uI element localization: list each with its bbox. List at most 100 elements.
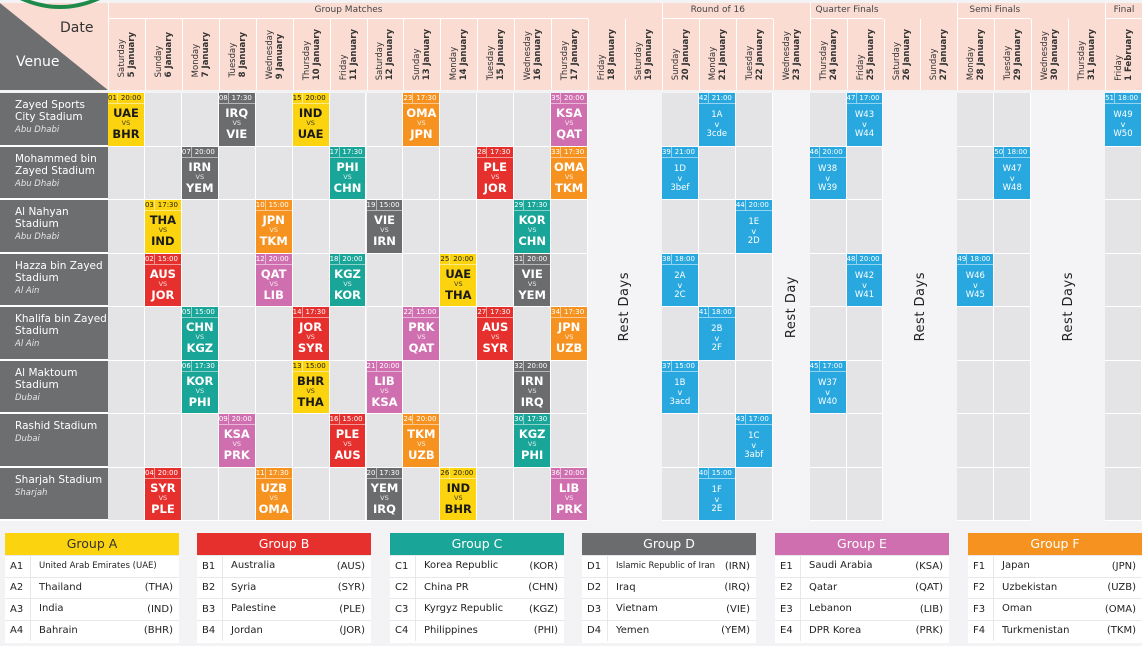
match-03[interactable]: 03 17:30 THA VS IND [144, 200, 182, 254]
team-name: Lebanon [809, 603, 852, 615]
match-number: 27 [477, 307, 488, 317]
match-51[interactable]: 51 18:00 W49 v W50 [1105, 93, 1142, 147]
day-label: Sunday 20 January [671, 29, 691, 80]
match-23[interactable]: 23 17:30 OMA VS JPN [403, 93, 441, 147]
match-11[interactable]: 11 17:30 UZB VS OMA [255, 467, 293, 521]
match-47[interactable]: 47 17:00 W43 v W44 [846, 93, 884, 147]
team-row: A3 India (IND) [5, 598, 179, 620]
match-09[interactable]: 09 20:00 KSA VS PRK [218, 414, 256, 468]
home-team: QAT [260, 266, 287, 281]
kickoff-time: 17:30 [157, 201, 178, 209]
match-meta: 49 18:00 [957, 253, 994, 265]
venue-city: Dubai [15, 434, 40, 444]
empty-slot [218, 307, 256, 361]
match-19[interactable]: 19 15:00 VIE VS IRN [366, 200, 404, 254]
match-number: 32 [514, 360, 525, 371]
match-meta: 40 15:00 [698, 467, 735, 479]
home-team: OMA [406, 106, 437, 120]
kickoff-time: 15:00 [268, 201, 289, 209]
match-04[interactable]: 04 20:00 SYR VS PLE [144, 467, 182, 521]
match-45[interactable]: 45 17:00 W37 v W40 [809, 360, 847, 414]
match-16[interactable]: 16 15:00 PLE VS AUS [329, 414, 367, 468]
away-team: KSA [371, 394, 398, 409]
match-24[interactable]: 24 20:00 TKM VS UZB [403, 414, 441, 468]
team-name: Saudi Arabia [809, 560, 873, 572]
weekday: Friday [1114, 54, 1125, 81]
date: 8 January [237, 31, 248, 78]
day-label: Saturday 5 January [117, 32, 137, 77]
match-15[interactable]: 15 20:00 IND VS UAE [292, 93, 330, 147]
empty-slot [329, 307, 367, 361]
weekday: Monday [190, 43, 201, 78]
match-22[interactable]: 22 15:00 PRK VS QAT [403, 307, 441, 361]
team-row: E3 Lebanon (LIB) [775, 598, 949, 620]
match-06[interactable]: 06 17:30 KOR VS PHI [181, 360, 219, 414]
match-44[interactable]: 44 20:00 1E v 2D [735, 200, 773, 254]
match-13[interactable]: 13 15:00 BHR VS THA [292, 360, 330, 414]
match-20[interactable]: 20 17:30 YEM VS IRQ [366, 467, 404, 521]
kickoff-time: 17:30 [342, 147, 363, 156]
group-title: Group C [390, 533, 564, 555]
match-48[interactable]: 48 20:00 W42 v W41 [846, 253, 884, 307]
match-01[interactable]: 01 20:00 UAE VS BHR [108, 93, 145, 147]
venue-1: Zayed Sports City Stadium Abu Dhabi [0, 93, 108, 147]
match-46[interactable]: 46 20:00 W38 v W39 [809, 146, 847, 200]
home-team: KSA [223, 427, 250, 441]
match-12[interactable]: 12 20:00 QAT VS LIB [255, 253, 293, 307]
day-label: Tuesday 22 January [745, 29, 765, 80]
kickoff-time: 17:30 [527, 415, 548, 423]
match-42[interactable]: 42 21:00 1A v 3cde [698, 93, 736, 147]
date: 23 January [791, 28, 802, 81]
match-28[interactable]: 28 17:30 PLE VS JOR [477, 146, 515, 200]
group-table-d: Group D D1 Islamic Republic of Iran (IRN) D2… [582, 533, 756, 643]
match-number: 19 [366, 200, 377, 210]
match-37[interactable]: 37 15:00 1B v 3acd [661, 360, 699, 414]
away-team: THA [297, 394, 324, 409]
match-49[interactable]: 49 18:00 W46 v W45 [957, 253, 995, 307]
match-34[interactable]: 34 17:30 JPN VS UZB [551, 307, 589, 361]
match-27[interactable]: 27 17:30 AUS VS SYR [477, 307, 515, 361]
match-33[interactable]: 33 17:30 OMA VS TKM [551, 146, 589, 200]
match-17[interactable]: 17 17:30 PHI VS CHN [329, 146, 367, 200]
match-36[interactable]: 36 20:00 LIB VS PRK [551, 467, 589, 521]
match-02[interactable]: 02 15:00 AUS VS JOR [144, 253, 182, 307]
match-10[interactable]: 10 15:00 JPN VS TKM [255, 200, 293, 254]
empty-slot [735, 253, 773, 307]
match-38[interactable]: 38 18:00 2A v 2C [661, 253, 699, 307]
team-name: Syria [231, 581, 257, 593]
match-40[interactable]: 40 15:00 1F v 2E [698, 467, 736, 521]
kickoff-time: 17:30 [490, 147, 511, 156]
away-team: JPN [410, 127, 433, 141]
empty-slot [292, 414, 330, 468]
match-05[interactable]: 05 15:00 CHN VS KGZ [181, 307, 219, 361]
team-abbr: (IRQ) [724, 582, 750, 594]
match-08[interactable]: 08 17:30 IRQ VS VIE [218, 93, 256, 147]
match-07[interactable]: 07 20:00 IRN VS YEM [181, 146, 219, 200]
venue-3: Al Nahyan Stadium Abu Dhabi [0, 200, 108, 254]
home-team: TKM [407, 427, 436, 441]
home-team: W37 [817, 377, 838, 388]
match-35[interactable]: 35 20:00 KSA VS QAT [551, 93, 589, 147]
match-41[interactable]: 41 18:00 2B v 2F [698, 307, 736, 361]
match-43[interactable]: 43 17:00 1C v 3abf [735, 414, 773, 468]
vs-label: VS [564, 333, 574, 341]
match-26[interactable]: 26 20:00 IND VS BHR [440, 467, 478, 521]
match-meta: 22 15:00 [403, 307, 440, 318]
match-39[interactable]: 39 21:00 1D v 3bef [661, 146, 699, 200]
match-29[interactable]: 29 17:30 KOR VS CHN [514, 200, 552, 254]
match-21[interactable]: 21 20:00 LIB VS KSA [366, 360, 404, 414]
team-name: India [39, 603, 64, 615]
match-14[interactable]: 14 17:30 JOR VS SYR [292, 307, 330, 361]
match-31[interactable]: 31 20:00 VIE VS YEM [514, 253, 552, 307]
match-50[interactable]: 50 18:00 W47 v W48 [994, 146, 1032, 200]
match-number: 11 [255, 467, 266, 478]
match-number: 46 [809, 146, 820, 157]
match-25[interactable]: 25 20:00 UAE VS THA [440, 253, 478, 307]
away-team: UZB [555, 341, 583, 355]
kickoff-time: 15:00 [342, 415, 363, 423]
away-team: LIB [263, 287, 284, 302]
match-32[interactable]: 32 20:00 IRN VS IRQ [514, 360, 552, 414]
match-30[interactable]: 30 17:30 KGZ VS PHI [514, 414, 552, 468]
match-18[interactable]: 18 20:00 KGZ VS KOR [329, 253, 367, 307]
match-meta: 48 20:00 [846, 253, 883, 265]
